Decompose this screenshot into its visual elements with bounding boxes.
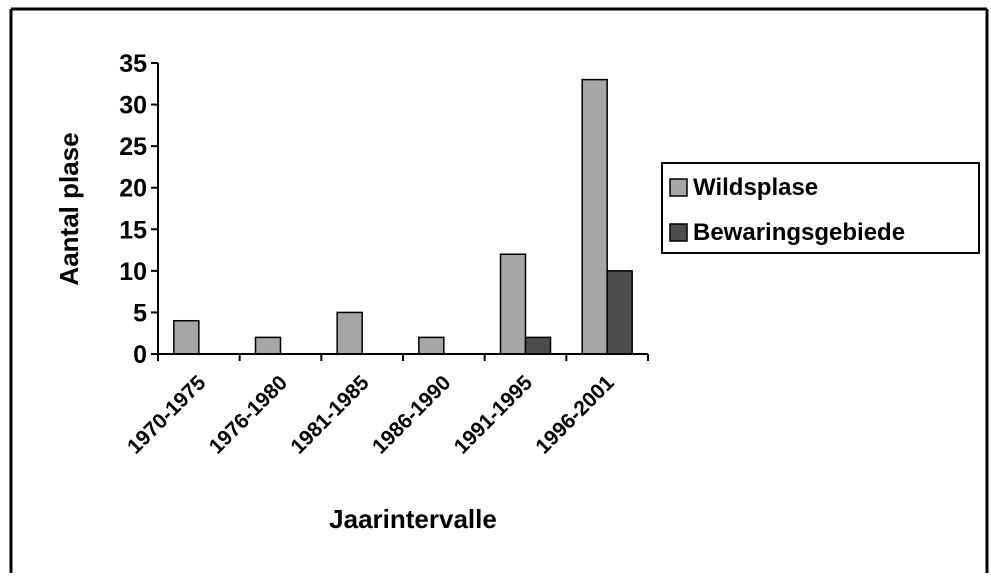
y-tick-label-10: 10 xyxy=(119,258,147,286)
bar-wildsplase-1970-1975 xyxy=(173,319,200,355)
x-tick-label-1996-2001: 1996-2001 xyxy=(531,371,619,459)
x-tick-label-1986-1990: 1986-1990 xyxy=(368,371,455,458)
bar-wildsplase-1981-1985 xyxy=(336,311,363,355)
bar-bewaringsgebiede-1991-1995 xyxy=(524,336,552,355)
legend-items: Wildsplase Bewaringsgebiede xyxy=(669,174,905,246)
bar-wildsplase-1991-1995 xyxy=(499,253,527,355)
bar-bewaringsgebiede-1996-2001 xyxy=(606,270,633,355)
legend-swatch-bewaringsgebiede xyxy=(669,223,688,242)
bar-wildsplase-1986-1990 xyxy=(418,336,445,355)
y-tick-label-30: 30 xyxy=(119,92,147,120)
y-tick-label-35: 35 xyxy=(119,50,147,78)
legend-swatch-wildsplase xyxy=(669,178,688,197)
y-axis-title: Aantal plase xyxy=(54,132,84,285)
y-tick-label-25: 25 xyxy=(119,133,147,161)
legend-label-bewaringsgebiede: Bewaringsgebiede xyxy=(693,219,905,246)
x-axis-title: Jaarintervalle xyxy=(329,504,497,534)
x-tick-label-1981-1985: 1981-1985 xyxy=(286,371,374,459)
legend-box xyxy=(661,162,980,254)
bar-wildsplase-1976-1980 xyxy=(254,336,282,355)
y-tick-label-20: 20 xyxy=(119,175,147,203)
legend-label-wildsplase: Wildsplase xyxy=(693,174,818,201)
x-tick-label-1991-1995: 1991-1995 xyxy=(450,371,538,459)
ticks-layer: 0 5 10 15 20 25 30 35 1970-19751976-19801981-198… xyxy=(119,50,649,459)
bars-layer xyxy=(173,78,633,355)
y-tick-label-15: 15 xyxy=(119,216,147,244)
axes-layer xyxy=(157,63,648,355)
legend: Wildsplase Bewaringsgebiede xyxy=(661,162,980,254)
bar-wildsplase-1996-2001 xyxy=(581,78,608,355)
x-tick-label-1970-1975: 1970-1975 xyxy=(123,371,211,459)
x-tick-label-1976-1980: 1976-1980 xyxy=(205,371,292,458)
y-tick-label-0: 0 xyxy=(133,341,147,369)
y-tick-label-5: 5 xyxy=(133,299,147,327)
